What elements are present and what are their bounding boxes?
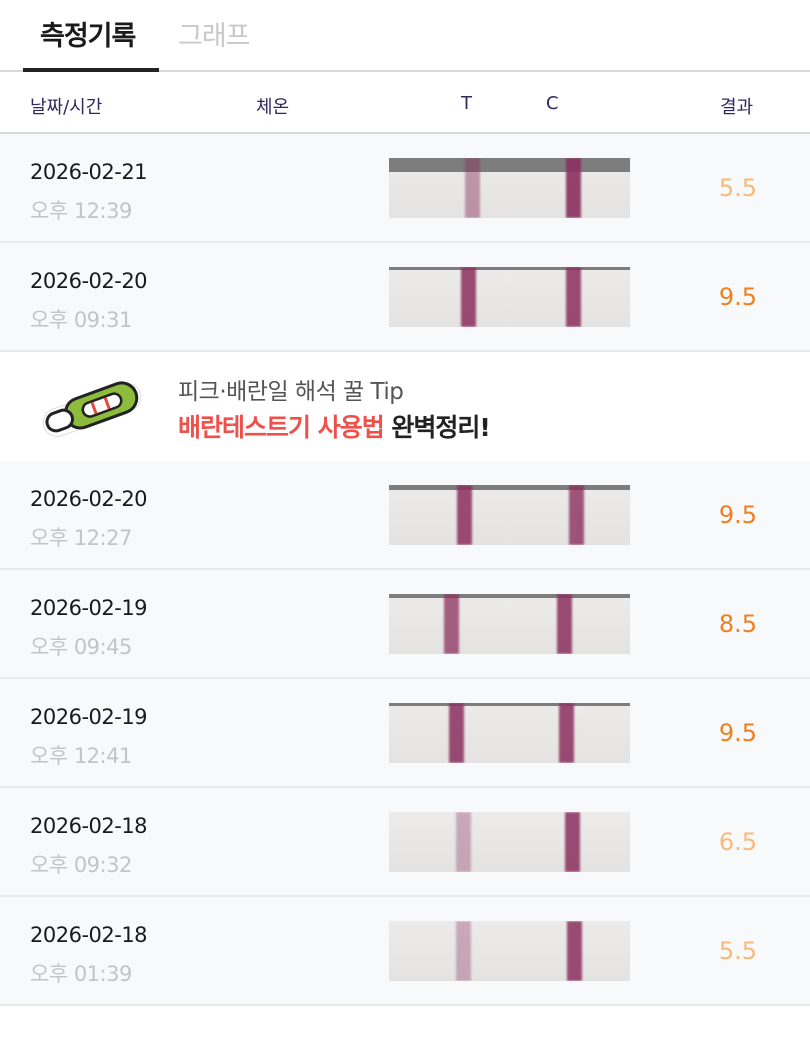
t-line [456, 921, 471, 981]
t-line [456, 812, 471, 872]
c-line [559, 703, 574, 763]
tab-graph[interactable]: 그래프 [178, 21, 251, 52]
test-strip-image [389, 703, 630, 763]
record-result: 6.5 [718, 828, 757, 856]
header-temp: 체온 [256, 97, 290, 118]
t-line [444, 594, 459, 654]
t-line [457, 485, 472, 545]
record-result: 9.5 [718, 283, 757, 311]
c-line [566, 158, 581, 218]
record-time: 오후 12:41 [30, 744, 132, 768]
record-date: 2026-02-18 [30, 814, 148, 838]
tip-banner[interactable]: 피크·배란일 해석 꿀 Tip 배란테스트기 사용법 완벽정리! [0, 352, 810, 461]
record-date: 2026-02-21 [30, 160, 148, 184]
record-result: 5.5 [718, 937, 757, 965]
record-time: 오후 09:31 [30, 308, 132, 332]
record-date: 2026-02-19 [30, 705, 148, 729]
ovulation-test-icon [42, 381, 142, 437]
record-row[interactable]: 2026-02-20 오후 12:27 9.5 [0, 461, 810, 570]
record-time: 오후 01:39 [30, 962, 132, 986]
record-row[interactable]: 2026-02-21 오후 12:39 5.5 [0, 134, 810, 243]
record-date: 2026-02-20 [30, 269, 148, 293]
record-result: 9.5 [718, 501, 757, 529]
header-t: T [461, 93, 472, 114]
banner-title-rest: 완벽정리! [383, 413, 490, 442]
record-row[interactable]: 2026-02-19 오후 12:41 9.5 [0, 679, 810, 788]
test-strip-image [389, 812, 630, 872]
active-tab-indicator [23, 68, 159, 72]
tab-records[interactable]: 측정기록 [40, 21, 136, 52]
record-result: 8.5 [718, 610, 757, 638]
test-strip-image [389, 485, 630, 545]
c-line [566, 267, 581, 327]
t-line [449, 703, 464, 763]
record-result: 9.5 [718, 719, 757, 747]
record-time: 오후 12:39 [30, 199, 132, 223]
test-strip-image [389, 267, 630, 327]
test-strip-image [389, 921, 630, 981]
tab-bar: 측정기록 그래프 [0, 0, 810, 72]
banner-subtitle: 피크·배란일 해석 꿀 Tip [178, 379, 404, 405]
record-row[interactable]: 2026-02-18 오후 01:39 5.5 [0, 897, 810, 1006]
test-strip-image [389, 594, 630, 654]
test-strip-image [389, 158, 630, 218]
record-row[interactable]: 2026-02-20 오후 09:31 9.5 [0, 243, 810, 352]
header-c: C [546, 93, 559, 114]
record-row[interactable]: 2026-02-19 오후 09:45 8.5 [0, 570, 810, 679]
record-date: 2026-02-18 [30, 923, 148, 947]
banner-title-accent: 배란테스트기 사용법 [178, 413, 385, 442]
header-result: 결과 [720, 97, 754, 118]
record-date: 2026-02-20 [30, 487, 148, 511]
c-line [567, 921, 582, 981]
c-line [557, 594, 572, 654]
record-time: 오후 09:45 [30, 635, 132, 659]
c-line [565, 812, 580, 872]
banner-title: 배란테스트기 사용법 완벽정리! [178, 408, 491, 444]
c-line [569, 485, 584, 545]
record-time: 오후 12:27 [30, 526, 132, 550]
record-time: 오후 09:32 [30, 853, 132, 877]
record-date: 2026-02-19 [30, 596, 148, 620]
header-datetime: 날짜/시간 [30, 97, 103, 118]
table-header: 날짜/시간 체온 T C 결과 [0, 72, 810, 134]
t-line [461, 267, 476, 327]
t-line [465, 158, 480, 218]
record-row[interactable]: 2026-02-18 오후 09:32 6.5 [0, 788, 810, 897]
record-result: 5.5 [718, 174, 757, 202]
